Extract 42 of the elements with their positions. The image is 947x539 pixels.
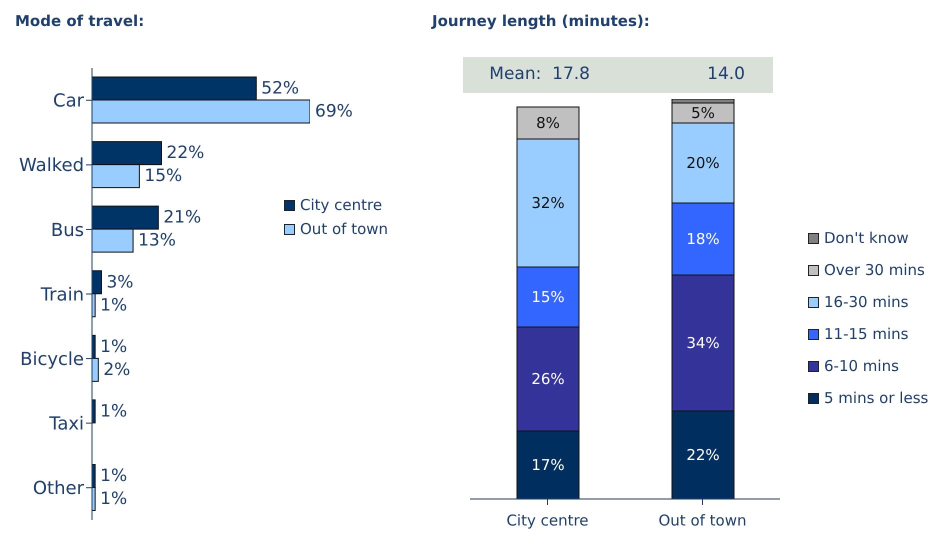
legend-label: City centre: [300, 196, 382, 214]
data-label: 21%: [163, 208, 202, 228]
y-tick-label: Walked: [19, 155, 84, 176]
y-tick-label: Other: [32, 478, 85, 500]
data-label: 18%: [686, 230, 720, 248]
data-label: 1%: [100, 466, 128, 486]
data-label: 22%: [686, 446, 720, 464]
legend-label: 6-10 mins: [824, 357, 899, 375]
y-tick-label: Taxi: [48, 414, 84, 435]
data-label: 22%: [166, 143, 204, 164]
data-label: 52%: [261, 78, 300, 99]
data-label: 15%: [531, 288, 565, 306]
data-label: 13%: [138, 230, 176, 251]
y-tick-label: Bus: [50, 220, 84, 241]
data-label: 8%: [536, 114, 560, 132]
data-label: 20%: [686, 154, 720, 172]
data-label: 5%: [691, 104, 715, 122]
text: Mean: 17.8: [489, 64, 590, 84]
legend-label: Out of town: [300, 220, 388, 238]
legend-label: 16-30 mins: [824, 293, 908, 311]
data-label: 1%: [100, 488, 128, 509]
y-tick-label: Car: [53, 90, 85, 112]
data-label: 34%: [686, 334, 720, 352]
data-label: 32%: [531, 194, 565, 212]
data-label: 1%: [100, 295, 128, 316]
data-label: 17%: [531, 456, 565, 474]
data-label: 1%: [100, 401, 128, 422]
legend-label: Don't know: [824, 229, 909, 247]
legend-label: 5 mins or less: [824, 389, 928, 407]
text: 14.0: [707, 64, 745, 84]
y-tick-label: Bicycle: [20, 348, 84, 370]
data-label: 26%: [531, 370, 565, 388]
data-label: 69%: [315, 102, 353, 122]
legend-label: Over 30 mins: [824, 261, 925, 279]
chart-title: Journey length (minutes):: [432, 12, 650, 30]
legend-label: 11-15 mins: [824, 325, 908, 343]
data-label: 1%: [100, 336, 128, 357]
data-label: 15%: [144, 166, 182, 186]
y-tick-label: Train: [40, 284, 84, 306]
data-label: 2%: [103, 360, 130, 380]
chart-title: Mode of travel:: [15, 12, 144, 30]
data-label: 3%: [106, 272, 134, 292]
